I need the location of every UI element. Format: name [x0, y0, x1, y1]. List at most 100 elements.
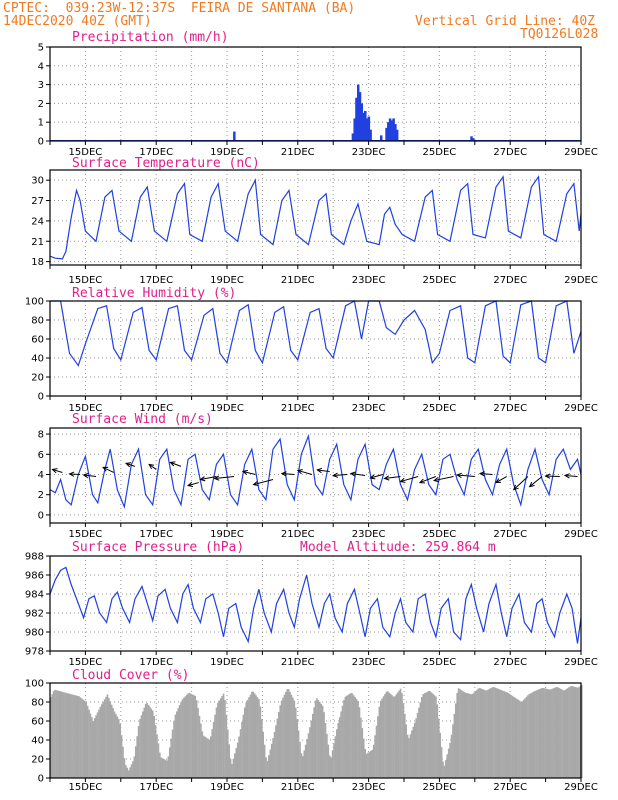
cloud-bar [565, 689, 568, 778]
cloud-bar [277, 711, 280, 778]
cloud-bar [559, 688, 562, 778]
cloud-bar [99, 706, 102, 778]
wind-vector-head [68, 471, 75, 477]
cloud-bar [303, 750, 306, 778]
wind-vector [170, 461, 182, 467]
wind-vector [187, 482, 199, 487]
cloud-bar [365, 753, 368, 778]
cloud-bar [289, 692, 291, 778]
cloud-bar [507, 692, 509, 778]
wind-vector [83, 474, 97, 478]
press-xtick-label: 25DEC [423, 657, 457, 668]
cloud-bar [275, 725, 277, 778]
cloud-bar [353, 695, 355, 778]
cloud-bar [505, 692, 508, 778]
cloud-bar [69, 694, 72, 778]
cloud-bar [416, 713, 419, 778]
cloud-bar [498, 689, 501, 778]
precip-bar [390, 120, 394, 141]
cloud-bar [409, 734, 412, 778]
cloud-bar [368, 751, 371, 778]
cloud-bar [401, 692, 403, 778]
cloud-ytick-label: 0 [38, 774, 44, 785]
cloud-bar [501, 690, 504, 778]
cloud-bar [556, 687, 559, 778]
cloud-bar [504, 691, 507, 778]
cloud-bar [437, 718, 440, 778]
cloud-bar [229, 759, 232, 778]
cloud-bar [163, 759, 165, 778]
wind-vector [281, 472, 295, 475]
cloud-bar [497, 688, 500, 778]
wind-vector [52, 468, 63, 473]
cloud-bar [130, 764, 133, 778]
cloud-bar [382, 696, 385, 778]
wind-vector [384, 476, 401, 480]
cloud-bar [361, 728, 364, 778]
cloud-bar [95, 715, 97, 778]
header-location: CPTEC: 039:23W-12:37S FEIRA DE SANTANA (… [3, 1, 356, 16]
cloud-bar [151, 710, 154, 778]
cloud-bar [195, 700, 198, 778]
cloud-bar [311, 713, 314, 778]
cloud-bar [228, 744, 231, 778]
wind-vector [333, 473, 348, 476]
cloud-bar [331, 750, 334, 778]
cloud-bar [93, 718, 96, 778]
wind-vector [513, 476, 529, 491]
cloud-bar [268, 755, 270, 778]
cloud-bar [491, 687, 494, 778]
precip-panel: Precipitation (mm/h) 0 1 2 3 4 5 15DEC 17DEC 19DE… [38, 30, 598, 158]
cloud-bar [75, 695, 78, 778]
cloud-bar [576, 687, 579, 778]
cloud-bar [61, 691, 63, 778]
wind-vector-head [478, 471, 485, 477]
cloud-bar [92, 721, 95, 778]
wind-vector [102, 466, 114, 473]
cloud-bar [215, 707, 218, 778]
cloud-bar [243, 707, 246, 778]
cloud-bar [355, 699, 358, 778]
cloud-bar [503, 691, 505, 778]
cloud-bar [378, 706, 381, 778]
cloud-bar [333, 743, 335, 778]
wind-frame [49, 427, 582, 524]
cloud-bar [185, 694, 188, 778]
wind-vector [457, 474, 475, 478]
wind-vector [419, 476, 437, 484]
cloud-bar [134, 746, 137, 778]
cloud-bar [238, 736, 240, 778]
cloud-ytick-label: 20 [31, 755, 44, 766]
wind-vector-head [169, 461, 176, 467]
temp-xtick-label: 25DEC [423, 275, 457, 286]
press-ytick-label: 986 [25, 571, 44, 582]
cloud-bar [348, 693, 351, 778]
cloud-bar [129, 767, 131, 778]
cloud-bar [474, 691, 477, 778]
cloud-bar [471, 693, 474, 778]
cloud-bar [115, 714, 117, 778]
precip-bar [351, 133, 355, 141]
cloud-bar [285, 692, 287, 778]
precip-bar [233, 131, 236, 141]
temp-title: Surface Temperature (nC) [72, 156, 260, 171]
cloud-bar [127, 770, 130, 778]
cloud-bar [337, 722, 340, 778]
cloud-bar [78, 696, 80, 778]
cloud-xtick-label: 25DEC [423, 782, 457, 793]
cloud-bar [452, 724, 454, 778]
press-xtick-label: 15DEC [69, 657, 103, 668]
wind-xtick-label: 25DEC [423, 529, 457, 540]
cloud-bar [66, 693, 69, 778]
cloud-bar [136, 736, 138, 778]
cloud-bar [231, 763, 233, 778]
temp-frame [49, 169, 582, 266]
cloud-bar [174, 714, 177, 778]
wind-vector [69, 473, 81, 475]
cloud-xtick-label: 23DEC [352, 782, 386, 793]
cloud-bar [395, 694, 398, 778]
press-panel: Surface Pressure (hPa) Model Altitude: 25… [25, 540, 598, 668]
cloud-bar [423, 693, 426, 778]
cloud-bar [561, 689, 563, 778]
cloud-bar [408, 738, 410, 778]
